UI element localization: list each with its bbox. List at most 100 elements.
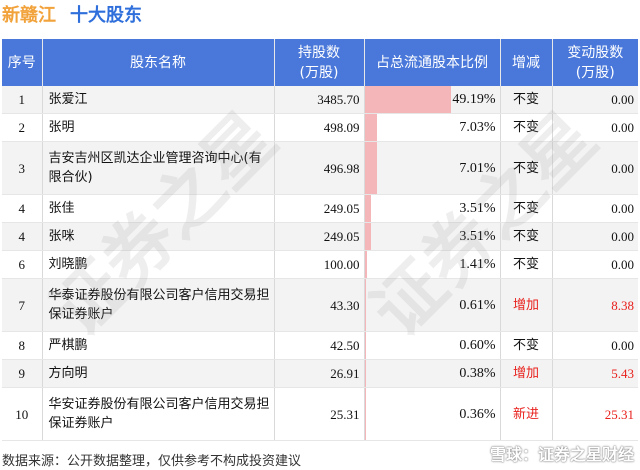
company-name: 新赣江 (2, 5, 56, 26)
table-row: 10 华安证券股份有限公司客户信用交易担保证券账户 25.31 0.36% 新进 25.3… (2, 387, 638, 441)
cell-change-status: 增加 (500, 278, 553, 332)
cell-ratio: 0.61% (364, 278, 501, 332)
cell-change-status: 不变 (500, 194, 553, 223)
cell-shares: 42.50 (274, 331, 365, 360)
col-header-text: 持股数 (298, 44, 340, 61)
cell-change-shares: 0.00 (552, 194, 638, 223)
cell-shareholder-name: 吉安吉州区凯达企业管理咨询中心(有限合伙) (42, 141, 275, 195)
cell-shareholder-name: 严棋鹏 (42, 331, 275, 360)
cell-change-shares: 0.00 (552, 222, 638, 251)
col-header-text: 占总流通股本比例 (376, 54, 488, 71)
ratio-value: 49.19% (452, 92, 496, 107)
ratio-bar (364, 114, 377, 141)
cell-shares: 249.05 (274, 222, 365, 251)
shareholders-table: 序号 股东名称 持股数 (万股) 占总流通股本比例 增减 变动股数 (万股) 1 张爱… (2, 39, 638, 441)
cell-shareholder-name: 张咪 (42, 222, 275, 251)
col-header-rank: 序号 (2, 39, 43, 86)
cell-shares: 26.91 (274, 359, 365, 388)
ratio-bar (364, 360, 366, 387)
ratio-value: 7.03% (459, 120, 496, 135)
ratio-bar (364, 332, 366, 359)
cell-change-shares: 0.00 (552, 86, 638, 114)
cell-rank: 7 (2, 278, 43, 332)
cell-rank: 1 (2, 86, 43, 114)
cell-change-status: 不变 (500, 113, 553, 142)
col-header-delta: 变动股数 (万股) (552, 39, 638, 86)
ratio-bar (364, 251, 367, 278)
cell-change-shares: 0.00 (552, 113, 638, 142)
cell-ratio: 7.01% (364, 141, 501, 195)
cell-shareholder-name: 张爱江 (42, 86, 275, 114)
title-subject: 十大股东 (70, 5, 142, 26)
table-row: 7 华泰证券股份有限公司客户信用交易担保证券账户 43.30 0.61% 增加 8.38 (2, 278, 638, 332)
cell-shares: 498.09 (274, 113, 365, 142)
ratio-bar (364, 223, 371, 250)
cell-rank: 8 (2, 331, 43, 360)
ratio-value: 1.41% (459, 257, 496, 272)
brand-watermark: 雪球：证券之星财经 (489, 445, 634, 464)
col-header-ratio: 占总流通股本比例 (364, 39, 501, 86)
cell-change-status: 不变 (500, 331, 553, 360)
col-header-text: (万股) (575, 64, 615, 81)
col-header-text: 股东名称 (130, 54, 186, 71)
col-header-shares: 持股数 (万股) (274, 39, 365, 86)
cell-change-shares: 0.00 (552, 250, 638, 279)
cell-shareholder-name: 刘晓鹏 (42, 250, 275, 279)
table-row: 3 吉安吉州区凯达企业管理咨询中心(有限合伙) 496.98 7.01% 不变 0.00 (2, 141, 638, 195)
ratio-value: 7.01% (459, 160, 496, 176)
table-row: 4 张佳 249.05 3.51% 不变 0.00 (2, 194, 638, 223)
ratio-bar (364, 142, 377, 194)
table-row: 6 刘晓鹏 100.00 1.41% 不变 0.00 (2, 250, 638, 279)
ratio-bar (364, 279, 366, 331)
cell-rank: 3 (2, 141, 43, 195)
ratio-value: 0.38% (459, 366, 496, 381)
cell-ratio: 0.60% (364, 331, 501, 360)
cell-ratio: 7.03% (364, 113, 501, 142)
col-header-text: 序号 (7, 54, 36, 71)
cell-change-shares: 0.00 (552, 141, 638, 195)
cell-shares: 43.30 (274, 278, 365, 332)
ratio-value: 0.36% (459, 406, 496, 422)
table-row: 8 严棋鹏 42.50 0.60% 不变 0.00 (2, 331, 638, 360)
ratio-bar (364, 388, 366, 440)
cell-shares: 249.05 (274, 194, 365, 223)
table-row: 4 张咪 249.05 3.51% 不变 0.00 (2, 222, 638, 251)
cell-rank: 6 (2, 250, 43, 279)
data-source-note: 数据来源：公开数据整理，仅供参考不构成投资建议 (2, 454, 302, 469)
cell-shareholder-name: 张明 (42, 113, 275, 142)
cell-ratio: 1.41% (364, 250, 501, 279)
cell-ratio: 3.51% (364, 194, 501, 223)
cell-change-shares: 5.43 (552, 359, 638, 388)
col-header-text: 增减 (512, 54, 540, 71)
cell-ratio: 0.36% (364, 387, 501, 441)
cell-change-status: 不变 (500, 250, 553, 279)
cell-change-status: 不变 (500, 141, 553, 195)
cell-rank: 9 (2, 359, 43, 388)
cell-shareholder-name: 华安证券股份有限公司客户信用交易担保证券账户 (42, 387, 275, 441)
cell-change-status: 增加 (500, 359, 553, 388)
cell-shares: 496.98 (274, 141, 365, 195)
cell-change-shares: 25.31 (552, 387, 638, 441)
col-header-text: 变动股数 (567, 44, 624, 61)
ratio-value: 3.51% (459, 201, 496, 216)
col-header-change: 增减 (500, 39, 553, 86)
cell-change-shares: 8.38 (552, 278, 638, 332)
table-row: 1 张爱江 3485.70 49.19% 不变 0.00 (2, 86, 638, 114)
cell-rank: 4 (2, 194, 43, 223)
cell-shares: 100.00 (274, 250, 365, 279)
cell-shareholder-name: 华泰证券股份有限公司客户信用交易担保证券账户 (42, 278, 275, 332)
ratio-bar (364, 195, 371, 222)
cell-rank: 4 (2, 222, 43, 251)
cell-shares: 3485.70 (274, 86, 365, 114)
cell-shareholder-name: 方向明 (42, 359, 275, 388)
cell-rank: 2 (2, 113, 43, 142)
cell-shares: 25.31 (274, 387, 365, 441)
ratio-value: 3.51% (459, 229, 496, 244)
cell-change-shares: 0.00 (552, 331, 638, 360)
table-row: 2 张明 498.09 7.03% 不变 0.00 (2, 113, 638, 142)
cell-ratio: 3.51% (364, 222, 501, 251)
cell-change-status: 不变 (500, 86, 553, 114)
cell-change-status: 不变 (500, 222, 553, 251)
ratio-bar (364, 86, 451, 113)
col-header-text: (万股) (299, 64, 339, 81)
